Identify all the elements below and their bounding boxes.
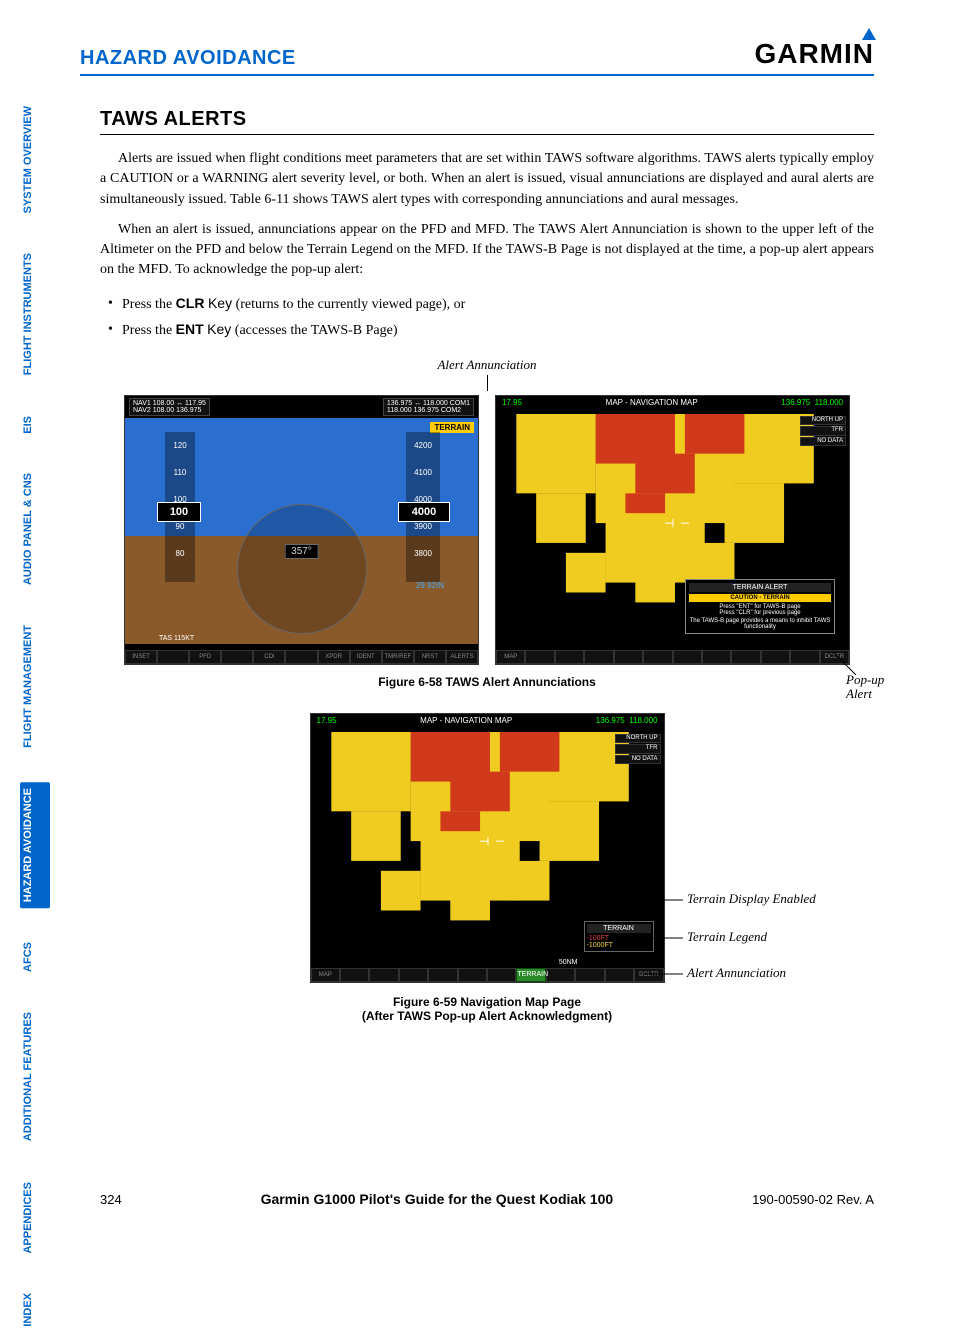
softkey: CDI	[253, 650, 285, 664]
com-freq-box: 136.975 ↔ 118.000 COM1 118.000 136.975 C…	[383, 398, 474, 416]
pfd-top-bar: NAV1 108.00 ↔ 117.95 NAV2 108.00 136.975…	[125, 396, 478, 418]
softkey	[614, 650, 643, 664]
paragraph-1: Alerts are issued when flight conditions…	[100, 149, 874, 210]
paragraph-2: When an alert is issued, annunciations a…	[100, 220, 874, 281]
tab-audio-panel-cns[interactable]: AUDIO PANEL & CNS	[20, 467, 50, 591]
tab-afcs[interactable]: AFCS	[20, 936, 50, 978]
tab-index[interactable]: INDEX	[20, 1287, 50, 1333]
softkey	[731, 650, 760, 664]
top-callout-label: Alert Annunciation	[100, 357, 874, 373]
tab-system-overview[interactable]: SYSTEM OVERVIEW	[20, 100, 50, 219]
softkey	[525, 650, 554, 664]
bullet-item: Press the CLR Key (returns to the curren…	[100, 291, 874, 317]
tab-additional-features[interactable]: ADDITIONAL FEATURES	[20, 1006, 50, 1147]
softkey: INSET	[125, 650, 157, 664]
figure-59-caption: Figure 6-59 Navigation Map Page (After T…	[100, 995, 874, 1023]
section-title: TAWS ALERTS	[100, 108, 874, 135]
mfd-softkeys: MAPDCLTR	[496, 650, 849, 664]
softkey	[673, 650, 702, 664]
softkey	[369, 968, 398, 982]
altitude-readout: 4000	[398, 502, 450, 522]
figure-59-wrap: 17.95 MAP - NAVIGATION MAP 136.975 118.0…	[100, 713, 874, 983]
callout-line	[487, 375, 488, 391]
bullet-list: Press the CLR Key (returns to the curren…	[100, 291, 874, 343]
callout-terrain-enabled: Terrain Display Enabled	[687, 891, 816, 907]
bullet-item: Press the ENT Key (accesses the TAWS-B P…	[100, 317, 874, 343]
pfd-softkeys: INSET PFD CDI XPDRIDENTTMR/REFNRSTALERTS	[125, 650, 478, 664]
softkey: NRST	[414, 650, 446, 664]
softkey	[605, 968, 634, 982]
tas-readout: TAS 115KT	[159, 635, 194, 642]
pfd-screenshot: NAV1 108.00 ↔ 117.95 NAV2 108.00 136.975…	[124, 395, 479, 665]
mfd-screenshot-acknowledged: 17.95 MAP - NAVIGATION MAP 136.975 118.0…	[310, 713, 665, 983]
mfd-softkeys-2: MAP DCLTR	[311, 968, 664, 982]
footer-revision: 190-00590-02 Rev. A	[752, 1192, 874, 1207]
mfd-top-bar: 17.95 MAP - NAVIGATION MAP 136.975 118.0…	[496, 396, 849, 414]
footer-title: Garmin G1000 Pilot's Guide for the Quest…	[261, 1191, 614, 1207]
logo-delta-icon	[862, 28, 876, 40]
popup-callout-label: Pop-up Alert	[846, 673, 896, 702]
content-area: TAWS ALERTS Alerts are issued when fligh…	[100, 108, 874, 1023]
section-tabs: SYSTEM OVERVIEW FLIGHT INSTRUMENTS EIS AUDI…	[20, 100, 50, 1333]
softkey	[487, 968, 516, 982]
softkey	[285, 650, 317, 664]
mfd-screenshot-popup: 17.95 MAP - NAVIGATION MAP 136.975 118.0…	[495, 395, 850, 665]
figure-58-caption: Figure 6-58 TAWS Alert Annunciations	[100, 675, 874, 689]
softkey: MAP	[311, 968, 340, 982]
tab-appendices[interactable]: APPENDICES	[20, 1176, 50, 1260]
map-status-box: NORTH UPTFRNO DATA	[800, 416, 846, 447]
softkey	[458, 968, 487, 982]
garmin-logo: GARMIN	[754, 38, 874, 70]
terrain-softkey-active: TERRAIN	[516, 968, 545, 982]
callout-alert-annunciation: Alert Annunciation	[687, 965, 786, 981]
softkey	[555, 650, 584, 664]
tab-eis[interactable]: EIS	[20, 410, 50, 440]
softkey: MAP	[496, 650, 525, 664]
softkey	[340, 968, 369, 982]
tab-flight-management[interactable]: FLIGHT MANAGEMENT	[20, 619, 50, 754]
page-header: HAZARD AVOIDANCE GARMIN	[80, 38, 874, 76]
softkey	[428, 968, 457, 982]
softkey	[221, 650, 253, 664]
airspeed-readout: 100	[157, 502, 201, 522]
softkey: TMR/REF	[382, 650, 414, 664]
softkey: PFD	[189, 650, 221, 664]
nav-freq-box: NAV1 108.00 ↔ 117.95 NAV2 108.00 136.975	[129, 398, 210, 416]
tab-flight-instruments[interactable]: FLIGHT INSTRUMENTS	[20, 247, 50, 381]
softkey	[584, 650, 613, 664]
softkey: ALERTS	[446, 650, 478, 664]
terrain-popup: TERRAIN ALERT CAUTION - TERRAIN Press "E…	[685, 579, 835, 634]
map-status-box-2: NORTH UPTFRNO DATA	[615, 734, 661, 765]
callout-terrain-legend: Terrain Legend	[687, 929, 767, 945]
page-footer: 324 Garmin G1000 Pilot's Guide for the Q…	[100, 1191, 874, 1207]
hsi-compass	[237, 504, 367, 634]
figure-row-1: NAV1 108.00 ↔ 117.95 NAV2 108.00 136.975…	[100, 395, 874, 665]
softkey	[702, 650, 731, 664]
map-scale: 50NM	[559, 959, 578, 966]
softkey	[643, 650, 672, 664]
softkey: DCLTR	[634, 968, 663, 982]
softkey: XPDR	[318, 650, 350, 664]
page-number: 324	[100, 1192, 122, 1207]
softkey	[761, 650, 790, 664]
baro-readout: 29.92IN	[416, 581, 444, 590]
softkey	[575, 968, 604, 982]
softkey	[790, 650, 819, 664]
softkey: IDENT	[350, 650, 382, 664]
softkey	[157, 650, 189, 664]
tab-hazard-avoidance[interactable]: HAZARD AVOIDANCE	[20, 782, 50, 908]
softkey	[546, 968, 575, 982]
softkey	[399, 968, 428, 982]
header-title: HAZARD AVOIDANCE	[80, 47, 296, 70]
mfd-top-bar-2: 17.95 MAP - NAVIGATION MAP 136.975 118.0…	[311, 714, 664, 732]
